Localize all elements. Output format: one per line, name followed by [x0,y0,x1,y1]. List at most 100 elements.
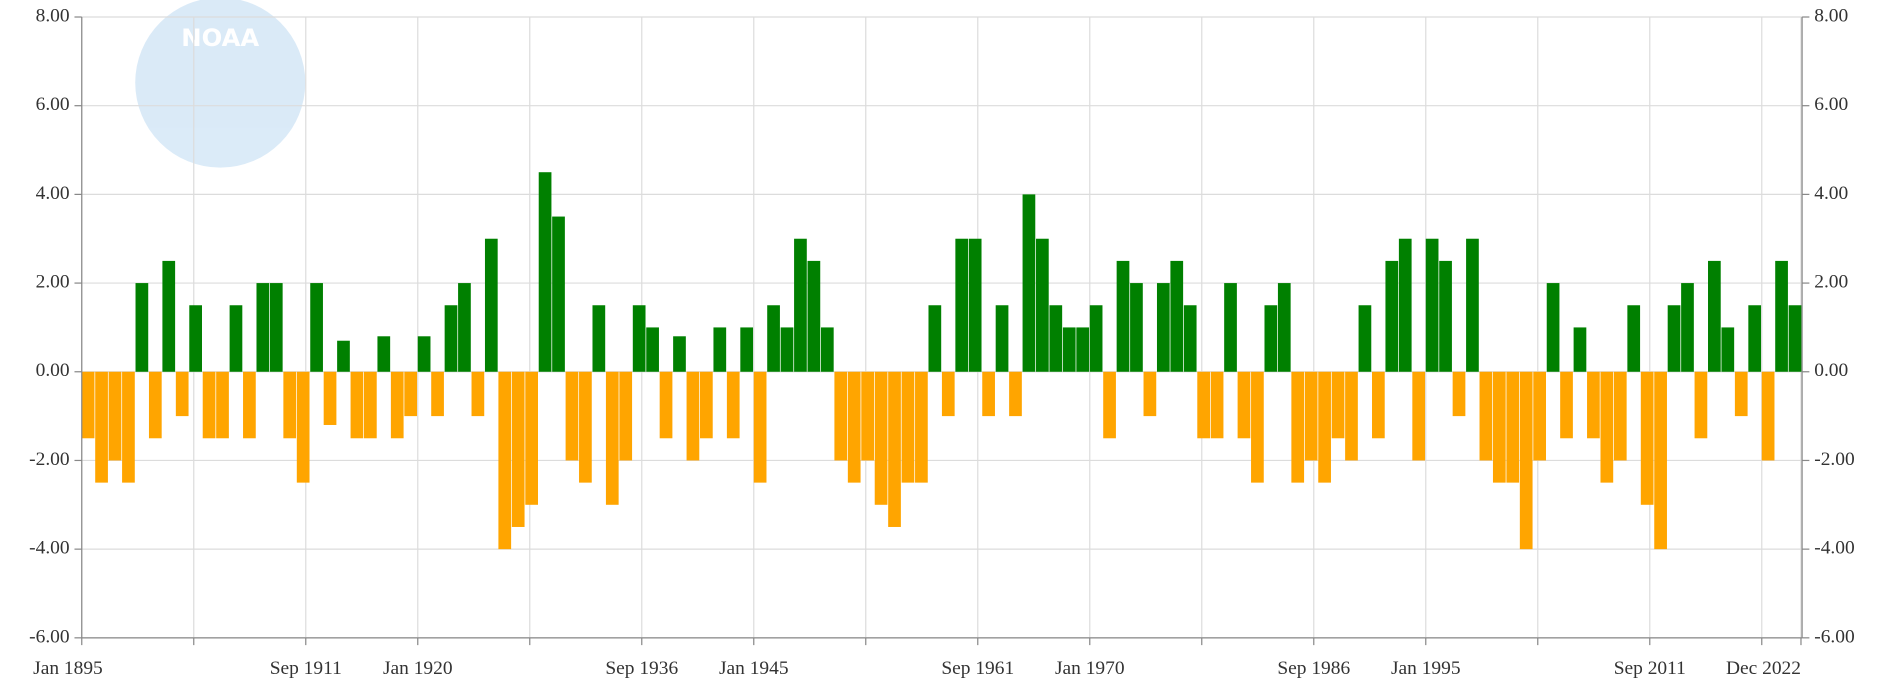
bar [847,371,861,483]
axes: -6.00 -4.00 -2.00 0.00 2.00 4.00 6.00 8.00 -6.00… [29,5,1855,678]
bar [1452,371,1466,417]
bar [807,260,821,372]
bar [1506,371,1520,483]
bar [1049,305,1063,372]
bar [1492,371,1506,483]
bar [1613,371,1627,461]
bar [1748,305,1762,372]
bar [310,283,323,372]
bar [1331,371,1345,439]
bar [1412,371,1426,461]
bar [1062,327,1076,372]
bar [1681,283,1694,372]
bar [767,305,780,372]
bar [1291,371,1305,483]
bar [377,336,391,372]
bar [915,371,928,483]
bar [1170,260,1184,372]
bar [484,238,498,372]
bar [122,371,135,483]
bar [337,340,350,372]
bar [1788,305,1802,372]
x-tick-label: Jan 1945 [719,658,789,679]
bar [1304,371,1318,461]
bar [1560,371,1573,439]
bar [1546,283,1560,372]
bar [229,305,243,372]
bar [794,238,807,372]
bar [646,327,659,372]
bar [269,283,283,372]
bars [81,172,1802,550]
bar [350,371,364,439]
bar [511,371,525,527]
bar [1466,238,1479,372]
bar [1398,238,1412,372]
bar [605,371,619,505]
bar [1479,371,1493,461]
bar [243,371,256,439]
bar [928,305,942,372]
bar [1156,283,1170,372]
bar [1640,371,1654,505]
bar [619,371,633,461]
x-tick-label: Dec 2022 [1726,658,1801,679]
bar [632,305,646,372]
bar [1143,371,1157,417]
bar [1761,371,1775,461]
bar [1103,371,1116,439]
y-tick-label: -6.00 [29,626,69,647]
bar [1251,371,1264,483]
bar [659,371,673,439]
bar [189,305,202,372]
bar [861,371,874,461]
bar [404,371,418,417]
bar [256,283,270,372]
bar [1277,283,1291,372]
bar [1425,238,1439,372]
y2-tick-label: -2.00 [1814,449,1854,470]
bar [1708,260,1721,372]
bar [444,305,458,372]
bar [364,371,377,439]
bar [1627,305,1641,372]
bar [565,371,579,461]
bar [820,327,834,372]
bar [955,238,969,372]
bar [1036,238,1049,372]
bar [1009,371,1022,417]
bar [283,371,297,439]
y-tick-label: 2.00 [36,272,70,293]
bar [202,371,216,439]
bar [686,371,700,461]
logo-text: NOAA [181,23,259,52]
bar [1210,371,1224,439]
bar [390,371,404,439]
x-tick-label: Sep 2011 [1614,658,1686,679]
y2-tick-label: -6.00 [1814,626,1854,647]
bar [431,371,444,417]
bar [538,172,552,372]
bar [740,327,754,372]
bar [1318,371,1331,483]
y2-tick-label: -4.00 [1814,538,1854,559]
bar [995,305,1009,372]
bar [1519,371,1533,550]
bar [1385,260,1399,372]
bar [323,371,337,425]
bar [1439,260,1452,372]
x-tick-label: Jan 1995 [1391,658,1461,679]
bar [592,305,606,372]
bar [888,371,901,527]
bar [498,371,512,550]
bar [1076,327,1090,372]
bar [968,238,982,372]
bar [135,283,149,372]
bar [1573,327,1587,372]
bar [1089,305,1103,372]
y2-tick-label: 2.00 [1814,272,1848,293]
bar [1721,327,1735,372]
logo: NOAA [135,0,306,168]
bar [1358,305,1372,372]
bar [417,336,431,372]
